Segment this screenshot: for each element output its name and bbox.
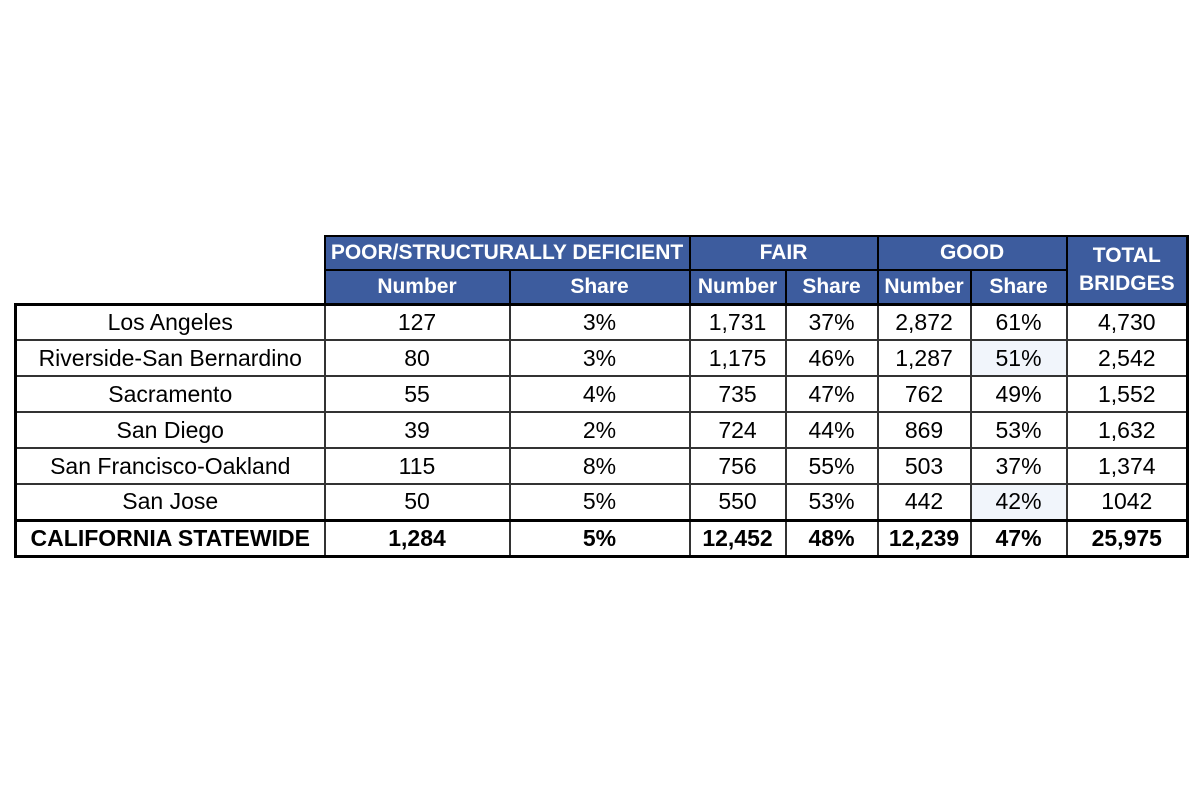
- good-share-cell: 37%: [969, 447, 1068, 485]
- poor-number-cell: 115: [323, 447, 511, 485]
- poor-number-cell: 50: [323, 483, 511, 521]
- fair-share-cell: 55%: [784, 447, 879, 485]
- header-group-poor: POOR/STRUCTURALLY DEFICIENT: [323, 235, 691, 271]
- header-total-line2: BRIDGES: [1078, 271, 1175, 295]
- fair-share-cell: 37%: [784, 302, 879, 341]
- poor-number-cell: 1,284: [323, 518, 511, 558]
- good-number-cell: 2,872: [876, 302, 972, 341]
- poor-share-cell: 5%: [508, 518, 691, 558]
- poor-share-cell: 4%: [508, 375, 691, 413]
- header-sub-row: Number Share Number Share Number Share: [15, 269, 1188, 305]
- table-body: Los Angeles 127 3% 1,731 37% 2,872 61% 4…: [14, 302, 1190, 558]
- poor-share-cell: 2%: [508, 411, 691, 449]
- header-blank-cell: [15, 236, 325, 270]
- total-cell: 1,374: [1065, 447, 1190, 485]
- table-row-sacramento: Sacramento 55 4% 735 47% 762 49% 1,552: [14, 375, 1190, 413]
- table-row-san-francisco-oakland: San Francisco-Oakland 115 8% 756 55% 503…: [14, 447, 1190, 485]
- poor-number-cell: 80: [323, 339, 511, 377]
- good-share-cell: 49%: [969, 375, 1068, 413]
- good-number-cell: 442: [876, 483, 972, 521]
- fair-share-cell: 47%: [784, 375, 879, 413]
- fair-number-cell: 735: [688, 375, 787, 413]
- good-share-cell: 42%: [969, 483, 1068, 521]
- poor-share-cell: 3%: [508, 339, 691, 377]
- fair-number-cell: 550: [688, 483, 787, 521]
- header-group-row: POOR/STRUCTURALLY DEFICIENT FAIR GOOD TO…: [15, 235, 1190, 305]
- poor-share-cell: 5%: [508, 483, 691, 521]
- good-number-cell: 12,239: [876, 518, 972, 558]
- region-name-cell: Riverside-San Bernardino: [14, 339, 326, 377]
- header-good-number: Number: [876, 269, 972, 305]
- region-name-cell: Sacramento: [14, 375, 326, 413]
- region-name-cell: San Diego: [14, 411, 326, 449]
- table-header: POOR/STRUCTURALLY DEFICIENT FAIR GOOD TO…: [15, 235, 1190, 305]
- good-number-cell: 869: [876, 411, 972, 449]
- region-name-cell: San Francisco-Oakland: [14, 447, 326, 485]
- header-fair-share: Share: [784, 269, 879, 305]
- good-number-cell: 1,287: [876, 339, 972, 377]
- fair-share-cell: 48%: [784, 518, 879, 558]
- total-cell: 1,552: [1065, 375, 1190, 413]
- good-share-cell: 53%: [969, 411, 1068, 449]
- table-row-riverside-san-bernardino: Riverside-San Bernardino 80 3% 1,175 46%…: [14, 339, 1190, 377]
- poor-share-cell: 3%: [508, 302, 691, 341]
- region-name-cell: Los Angeles: [14, 302, 326, 341]
- total-cell: 25,975: [1065, 518, 1190, 558]
- poor-number-cell: 127: [323, 302, 511, 341]
- fair-number-cell: 12,452: [688, 518, 787, 558]
- poor-share-cell: 8%: [508, 447, 691, 485]
- table-row-san-diego: San Diego 39 2% 724 44% 869 53% 1,632: [14, 411, 1190, 449]
- header-fair-number: Number: [688, 269, 787, 305]
- poor-number-cell: 39: [323, 411, 511, 449]
- fair-number-cell: 756: [688, 447, 787, 485]
- total-cell: 4,730: [1065, 302, 1190, 341]
- total-cell: 2,542: [1065, 339, 1190, 377]
- fair-number-cell: 1,731: [688, 302, 787, 341]
- good-share-cell: 47%: [969, 518, 1068, 558]
- table-row-los-angeles: Los Angeles 127 3% 1,731 37% 2,872 61% 4…: [14, 302, 1190, 341]
- fair-share-cell: 53%: [784, 483, 879, 521]
- good-number-cell: 762: [876, 375, 972, 413]
- fair-share-cell: 46%: [784, 339, 879, 377]
- total-cell: 1042: [1065, 483, 1190, 521]
- table-row-san-jose: San Jose 50 5% 550 53% 442 42% 1042: [14, 483, 1190, 521]
- bridge-condition-table: POOR/STRUCTURALLY DEFICIENT FAIR GOOD TO…: [14, 235, 1190, 558]
- table-row-statewide: CALIFORNIA STATEWIDE 1,284 5% 12,452 48%…: [14, 518, 1190, 558]
- fair-number-cell: 1,175: [688, 339, 787, 377]
- region-name-cell: San Jose: [14, 483, 326, 521]
- fair-number-cell: 724: [688, 411, 787, 449]
- fair-share-cell: 44%: [784, 411, 879, 449]
- region-name-cell: CALIFORNIA STATEWIDE: [14, 518, 326, 558]
- header-total-line1: TOTAL: [1092, 244, 1161, 268]
- poor-number-cell: 55: [323, 375, 511, 413]
- header-blank-cell-2: [15, 270, 325, 304]
- header-group-good: GOOD: [876, 235, 1068, 271]
- header-poor-number: Number: [323, 269, 511, 305]
- total-cell: 1,632: [1065, 411, 1190, 449]
- header-group-fair: FAIR: [688, 235, 879, 271]
- good-share-cell: 51%: [969, 339, 1068, 377]
- good-number-cell: 503: [876, 447, 972, 485]
- header-good-share: Share: [969, 269, 1068, 305]
- header-poor-share: Share: [508, 269, 691, 305]
- good-share-cell: 61%: [969, 302, 1068, 341]
- header-total-bridges: TOTAL BRIDGES: [1065, 235, 1190, 305]
